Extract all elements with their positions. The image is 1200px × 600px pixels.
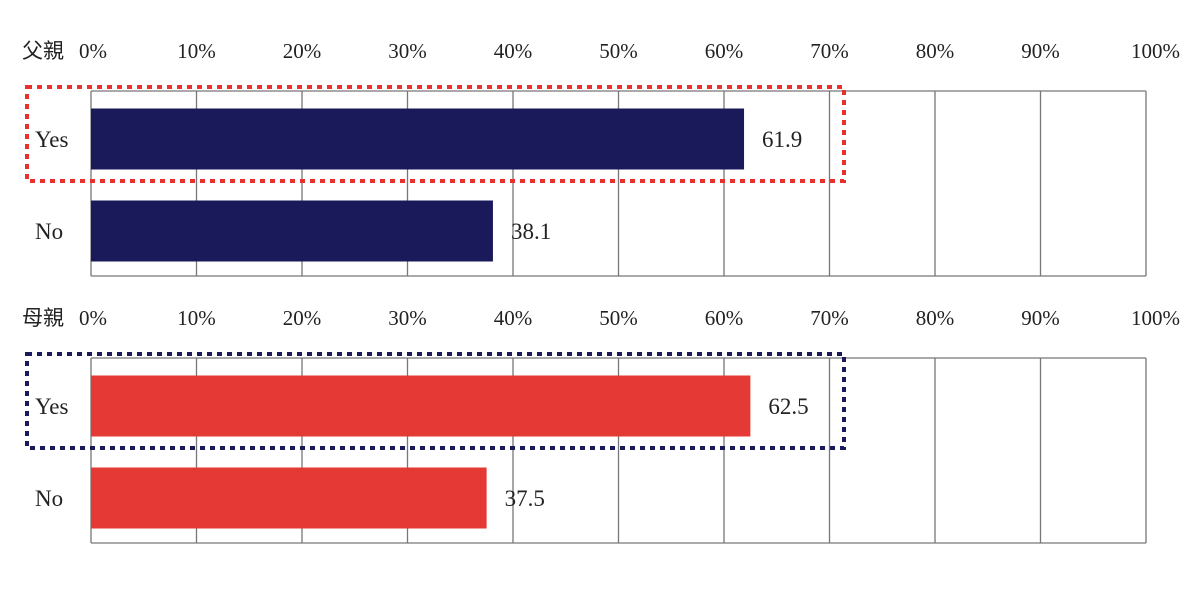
father-tick-label: 80% — [916, 39, 955, 63]
mother-tick-label: 80% — [916, 306, 955, 330]
mother-tick-label: 40% — [494, 306, 533, 330]
mother-panel-title: 母親 — [22, 306, 64, 330]
father-value-label: 38.1 — [511, 219, 551, 244]
father-tick-label: 30% — [388, 39, 427, 63]
mother-bar-no — [91, 467, 487, 529]
mother-tick-label: 20% — [283, 306, 322, 330]
father-highlight-box — [25, 85, 846, 183]
father-panel-title: 父親 — [22, 39, 64, 63]
father-category-label: Yes — [35, 127, 69, 152]
mother-bar-yes — [91, 375, 751, 437]
father-bar-no — [91, 200, 493, 262]
mother-value-label: 62.5 — [768, 394, 808, 419]
father-tick-label: 90% — [1021, 39, 1060, 63]
mother-tick-label: 70% — [810, 306, 849, 330]
mother-value-label: 37.5 — [505, 486, 545, 511]
mother-tick-label: 30% — [388, 306, 427, 330]
mother-tick-label: 0% — [79, 306, 107, 330]
mother-tick-label: 100% — [1131, 306, 1180, 330]
mother-tick-label: 60% — [705, 306, 744, 330]
father-tick-label: 100% — [1131, 39, 1180, 63]
father-bar-yes — [91, 108, 745, 170]
mother-tick-label: 50% — [599, 306, 638, 330]
father-tick-label: 0% — [79, 39, 107, 63]
mother-tick-label: 10% — [177, 306, 216, 330]
father-tick-label: 50% — [599, 39, 638, 63]
father-tick-label: 70% — [810, 39, 849, 63]
father-category-label: No — [35, 219, 63, 244]
father-tick-label: 20% — [283, 39, 322, 63]
father-tick-label: 40% — [494, 39, 533, 63]
mother-highlight-box — [25, 352, 846, 450]
father-tick-label: 10% — [177, 39, 216, 63]
father-value-label: 61.9 — [762, 127, 802, 152]
mother-category-label: No — [35, 486, 63, 511]
mother-category-label: Yes — [35, 394, 69, 419]
father-tick-label: 60% — [705, 39, 744, 63]
mother-tick-label: 90% — [1021, 306, 1060, 330]
